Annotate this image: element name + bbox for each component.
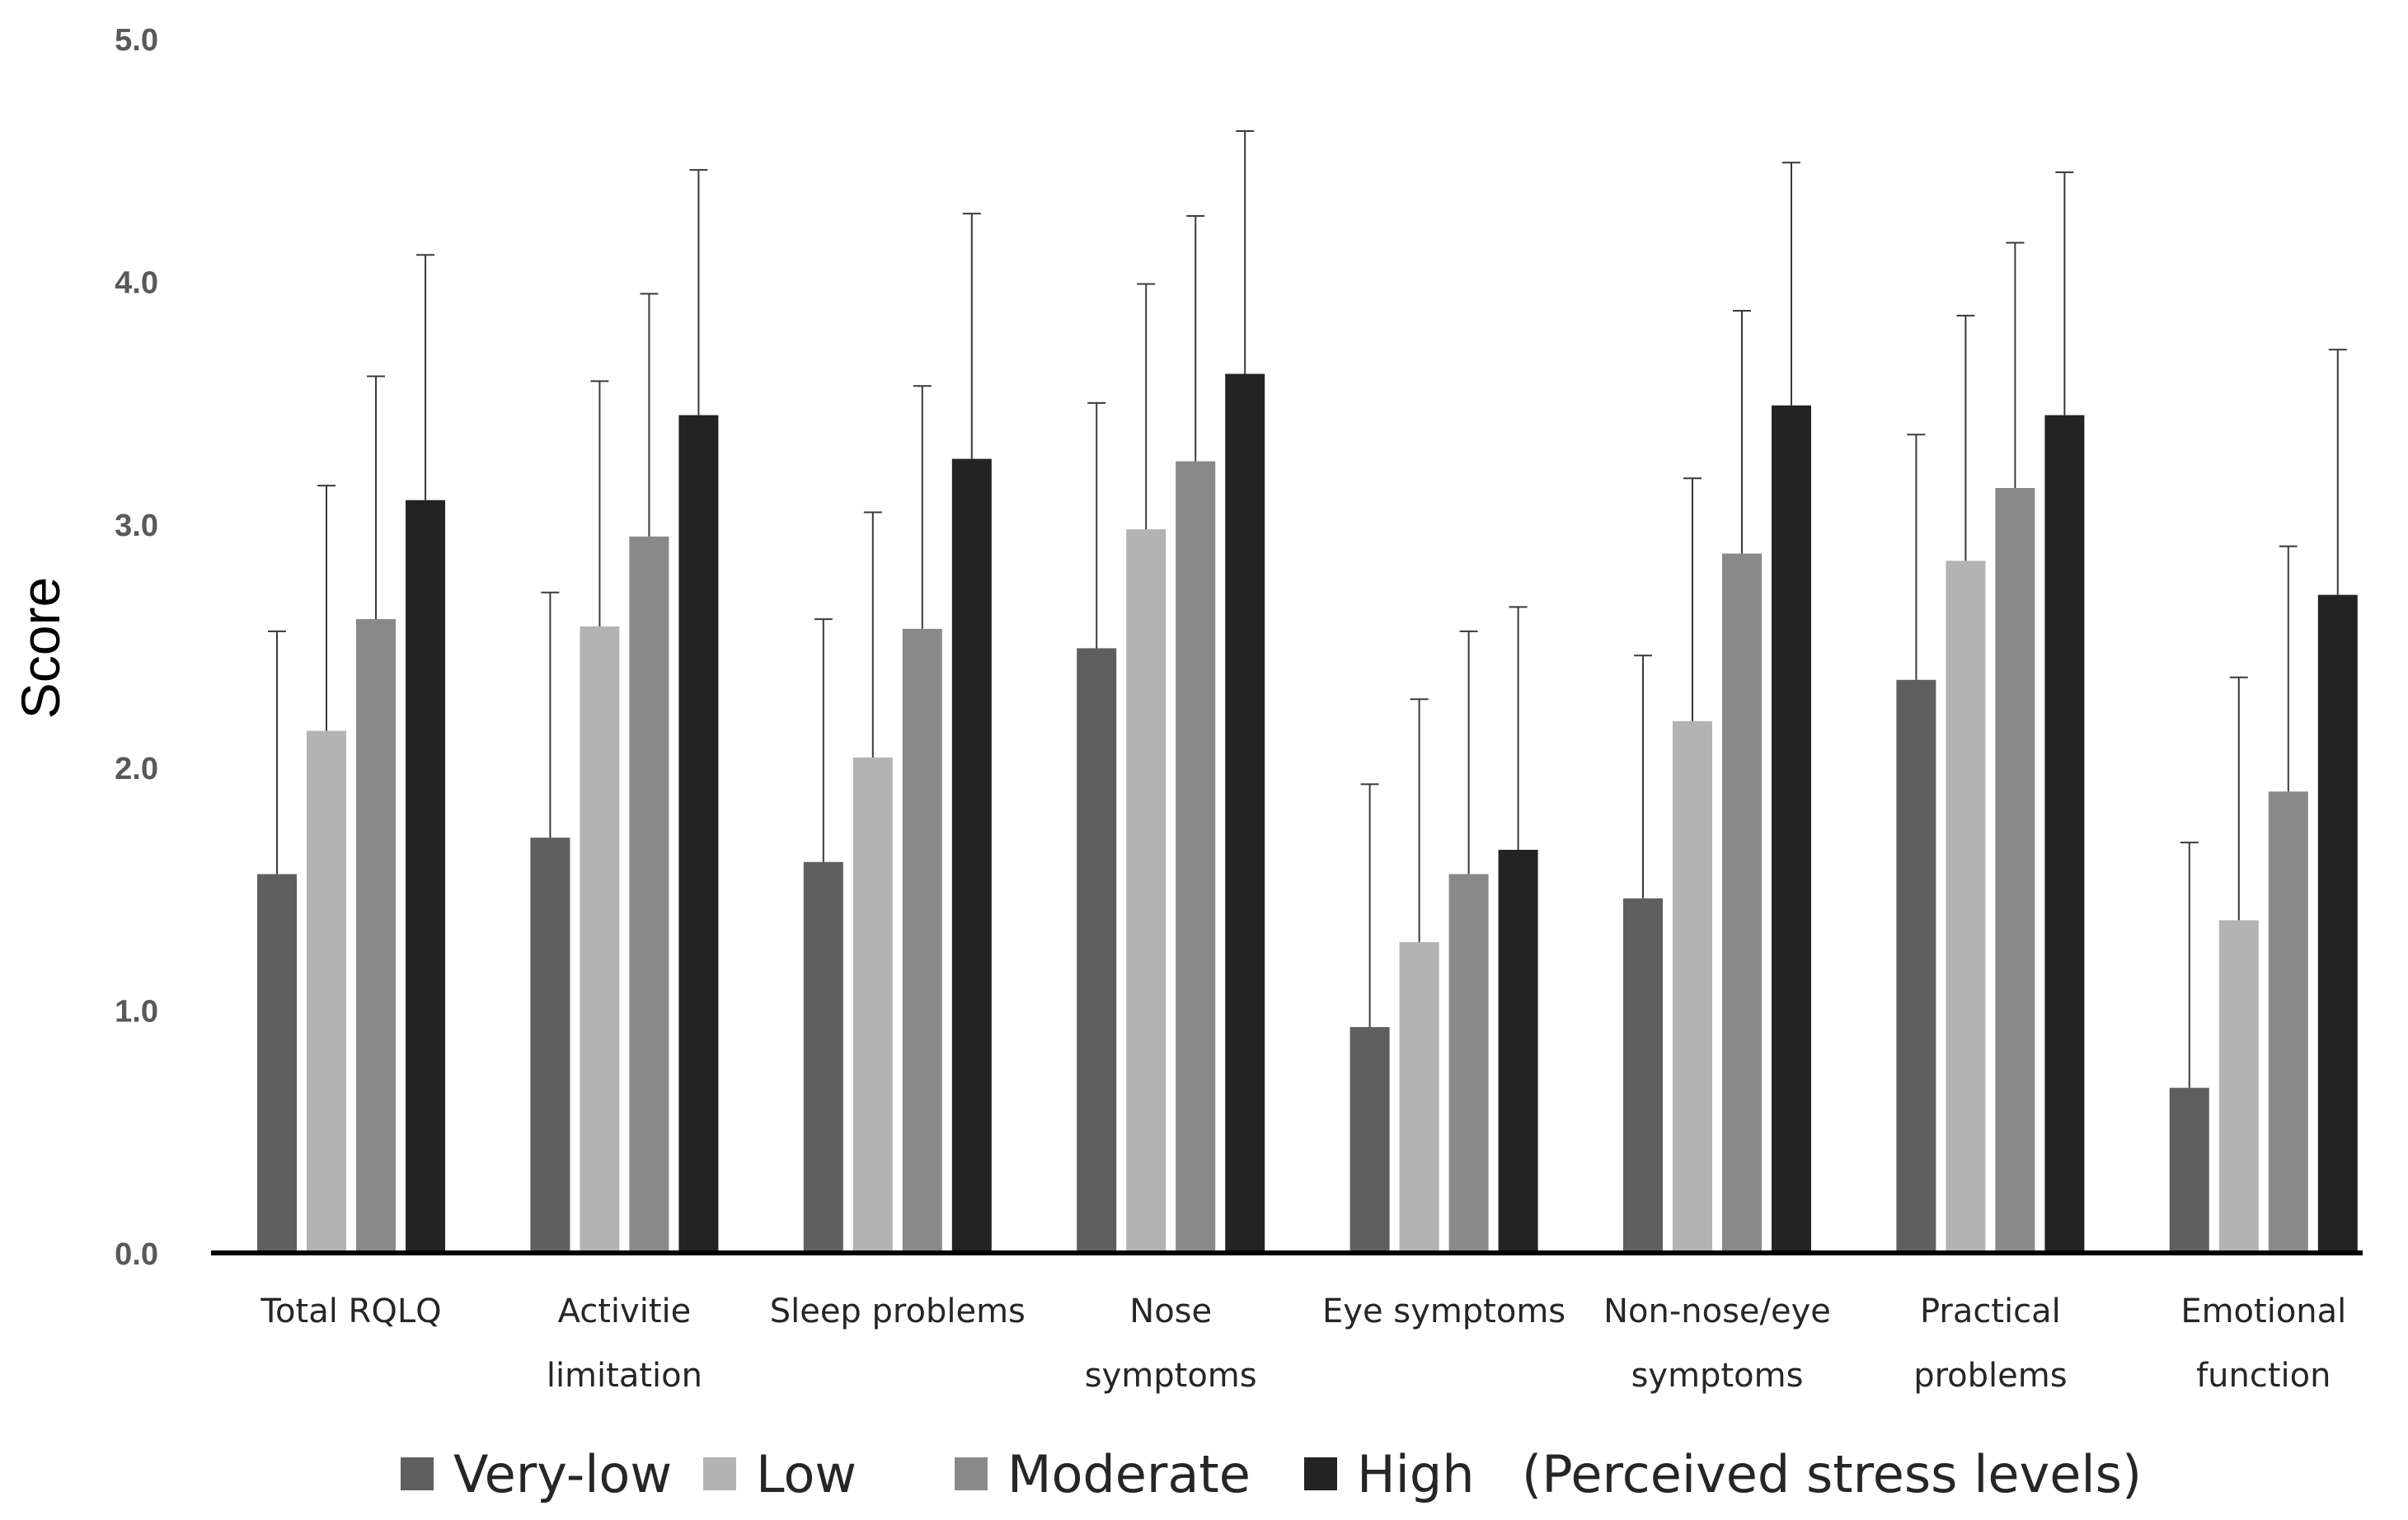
y-tick-label: 3.0 xyxy=(115,509,158,543)
bar-low-2 xyxy=(852,758,893,1253)
category-label: limitation xyxy=(547,1357,702,1395)
bar-very-low-6 xyxy=(1896,679,1936,1253)
legend: Very-low Low Moderate High (Perceived stress… xyxy=(401,1444,2142,1504)
bar-low-7 xyxy=(2218,920,2259,1253)
bar-moderate-6 xyxy=(1995,488,2035,1253)
bar-high-7 xyxy=(2317,594,2358,1253)
bar-very-low-7 xyxy=(2169,1087,2209,1253)
y-tick-label: 1.0 xyxy=(115,994,158,1029)
y-tick-label: 2.0 xyxy=(115,752,158,786)
bar-very-low-2 xyxy=(803,861,843,1253)
bar-low-6 xyxy=(1946,561,1986,1253)
category-label: symptoms xyxy=(1631,1357,1804,1395)
category-labels: Total RQLQ Activitie limitation Sleep probl… xyxy=(260,1292,2346,1395)
bar-moderate-2 xyxy=(902,628,942,1253)
category-label: Non-nose/eye xyxy=(1603,1292,1831,1330)
y-tick-label: 0.0 xyxy=(115,1237,158,1272)
bar-moderate-7 xyxy=(2268,791,2308,1253)
bar-very-low-0 xyxy=(257,874,297,1253)
legend-label: Moderate xyxy=(1007,1444,1251,1504)
bar-low-0 xyxy=(307,730,346,1253)
bar-high-6 xyxy=(2044,415,2085,1253)
bar-very-low-1 xyxy=(530,837,570,1253)
error-bars xyxy=(268,129,2347,1088)
category-label: Sleep problems xyxy=(770,1292,1026,1330)
bar-high-4 xyxy=(1498,849,1538,1253)
category-label: Total RQLQ xyxy=(260,1292,441,1330)
category-label: Practical xyxy=(1920,1292,2061,1330)
bar-very-low-3 xyxy=(1077,648,1117,1253)
bar-high-2 xyxy=(951,458,992,1253)
legend-label: High xyxy=(1357,1444,1475,1504)
bar-high-0 xyxy=(406,500,445,1253)
bar-low-3 xyxy=(1126,529,1166,1253)
bar-low-5 xyxy=(1673,720,1712,1253)
legend-label: Very-low xyxy=(453,1444,672,1504)
bar-low-1 xyxy=(580,626,620,1253)
category-label: Activitie xyxy=(558,1292,692,1330)
y-tick-label: 5.0 xyxy=(115,23,158,58)
bar-very-low-5 xyxy=(1623,898,1663,1253)
y-tick-labels: 0.0 1.0 2.0 3.0 4.0 5.0 xyxy=(115,23,158,1272)
category-label: Eye symptoms xyxy=(1322,1292,1565,1330)
y-axis-title: Score xyxy=(10,577,71,719)
legend-swatch-very-low xyxy=(401,1457,434,1490)
legend-label: Low xyxy=(756,1444,857,1504)
bar-high-3 xyxy=(1225,373,1265,1254)
legend-swatch-low xyxy=(703,1457,736,1490)
bar-high-1 xyxy=(678,415,719,1253)
category-label: problems xyxy=(1913,1357,2067,1395)
category-label: symptoms xyxy=(1085,1357,1257,1395)
legend-note: (Perceived stress levels) xyxy=(1522,1444,2142,1504)
legend-swatch-moderate xyxy=(955,1457,988,1490)
bar-moderate-1 xyxy=(629,536,669,1253)
category-label: Nose xyxy=(1129,1292,1212,1330)
bar-moderate-3 xyxy=(1176,461,1216,1253)
bar-moderate-0 xyxy=(356,619,396,1253)
y-tick-label: 4.0 xyxy=(115,266,158,301)
bar-very-low-4 xyxy=(1350,1027,1390,1253)
category-label: function xyxy=(2196,1357,2331,1395)
bar-moderate-5 xyxy=(1722,553,1762,1253)
bar-high-5 xyxy=(1772,405,1811,1254)
bar-low-4 xyxy=(1399,941,1439,1253)
bar-moderate-4 xyxy=(1448,874,1489,1253)
category-label: Emotional xyxy=(2180,1292,2346,1330)
bars xyxy=(257,373,2358,1254)
legend-swatch-high xyxy=(1304,1457,1337,1490)
